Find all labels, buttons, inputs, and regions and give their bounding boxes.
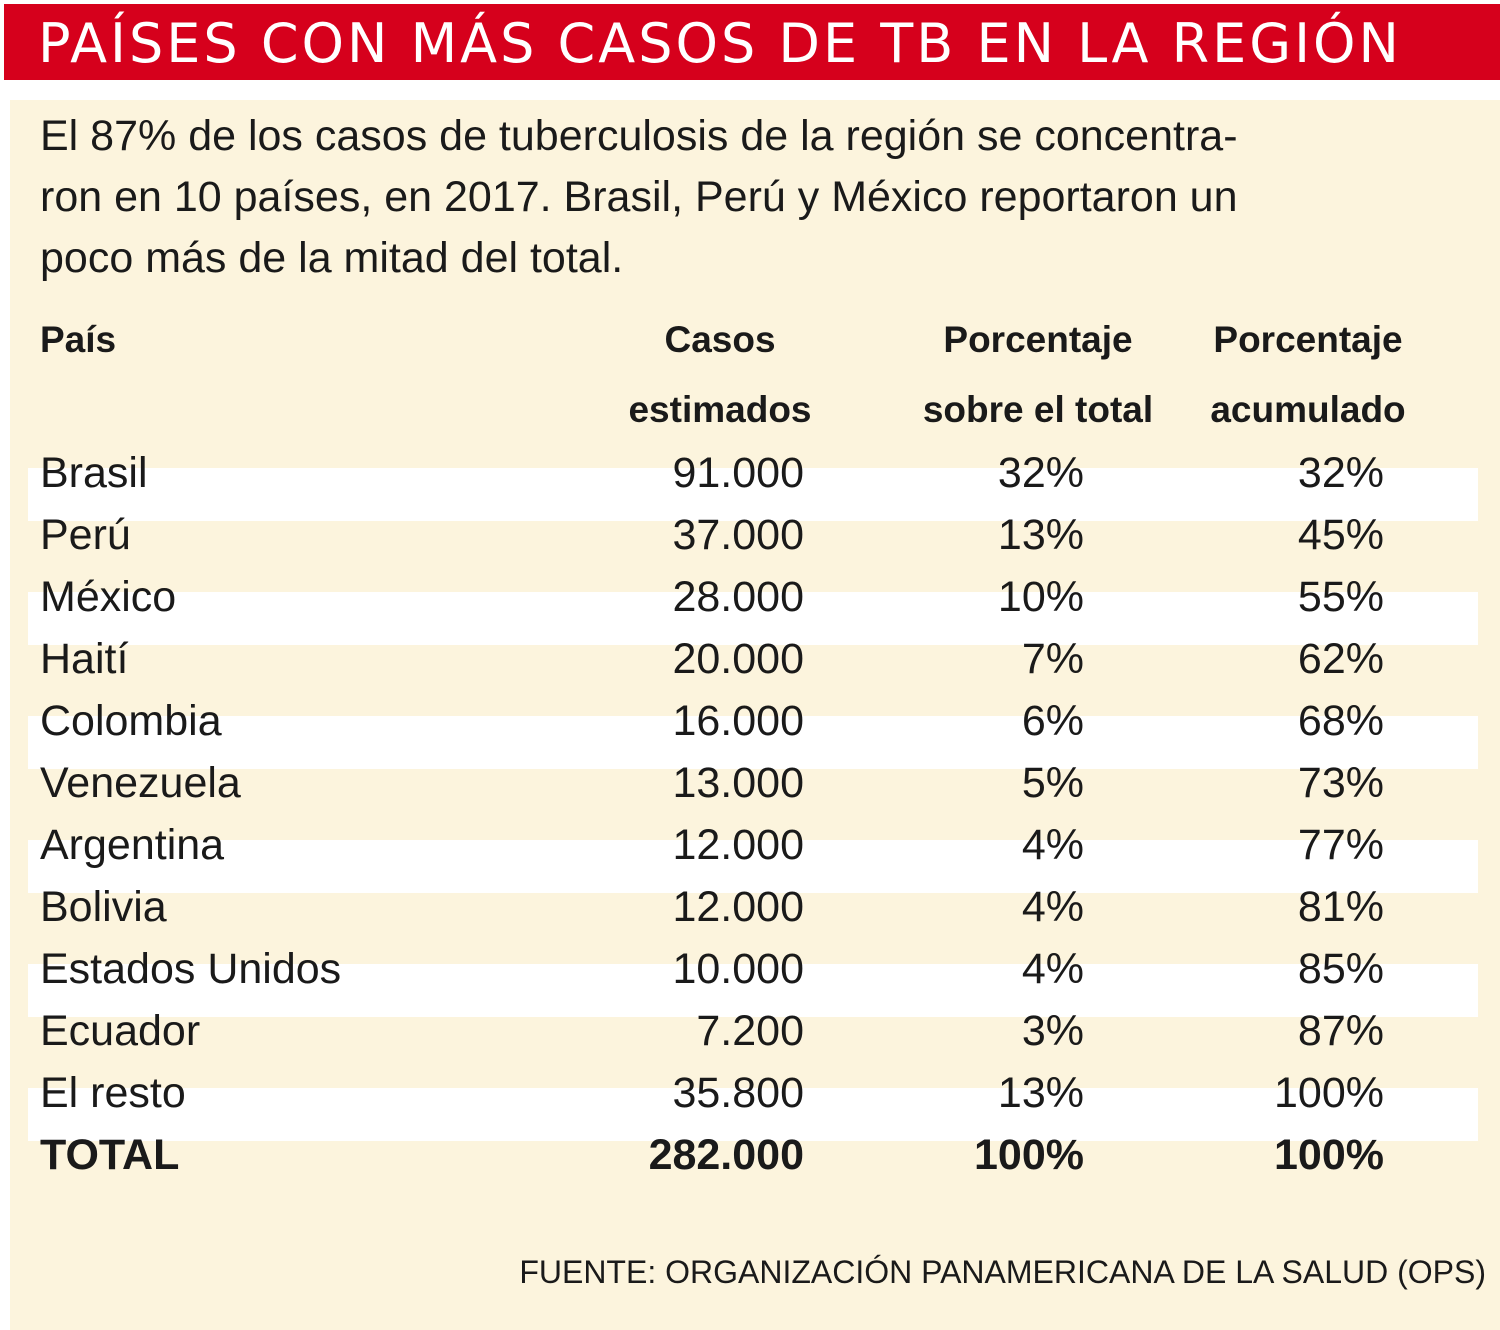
intro-line: ron en 10 países, en 2017. Brasil, Perú …: [40, 173, 1238, 221]
cell-country: Estados Unidos: [40, 945, 342, 993]
cell-country: Argentina: [40, 821, 225, 869]
cell-cumulative: 85%: [1297, 945, 1384, 993]
cell-cases: 91.000: [672, 449, 804, 497]
header-pct-line1: Porcentaje: [943, 319, 1133, 360]
cell-cases: 35.800: [672, 1069, 804, 1117]
cell-country: Ecuador: [40, 1007, 201, 1055]
cell-country: México: [40, 573, 177, 621]
cell-cumulative: 45%: [1297, 511, 1384, 559]
cell-cases: 16.000: [672, 697, 804, 745]
cell-percent: 13%: [997, 511, 1084, 559]
cell-country: Haití: [40, 635, 129, 683]
cell-cumulative: 77%: [1297, 821, 1384, 869]
cell-cumulative: 68%: [1297, 697, 1384, 745]
cell-percent: 3%: [1021, 1007, 1084, 1055]
cell-country: Venezuela: [40, 759, 241, 807]
cell-country: Brasil: [40, 449, 148, 497]
cell-percent: 100%: [974, 1131, 1084, 1179]
intro-line: El 87% de los casos de tuberculosis de l…: [40, 112, 1238, 160]
row-stripe: [28, 716, 1478, 769]
cell-cumulative: 81%: [1297, 883, 1384, 931]
cell-percent: 10%: [997, 573, 1084, 621]
row-stripe: [28, 964, 1478, 1017]
cell-cases: 12.000: [672, 883, 804, 931]
header-acc-line2: acumulado: [1210, 389, 1406, 430]
cell-percent: 7%: [1021, 635, 1084, 683]
header-cases-line1: Casos: [664, 319, 776, 360]
cell-cases: 13.000: [672, 759, 804, 807]
cell-cases: 20.000: [672, 635, 804, 683]
cell-percent: 4%: [1021, 821, 1084, 869]
cell-cases: 37.000: [672, 511, 804, 559]
cell-country: El resto: [40, 1069, 186, 1117]
intro-text: El 87% de los casos de tuberculosis de l…: [40, 106, 1460, 289]
title-banner: PAÍSES CON MÁS CASOS DE TB EN LA REGIÓN: [4, 4, 1500, 80]
cell-percent: 4%: [1021, 945, 1084, 993]
cell-cumulative: 87%: [1297, 1007, 1384, 1055]
row-stripe: [28, 1088, 1478, 1141]
row-stripe: [28, 840, 1478, 893]
content-panel: El 87% de los casos de tuberculosis de l…: [10, 100, 1500, 1330]
cell-percent: 32%: [997, 449, 1084, 497]
cell-country: Perú: [40, 511, 131, 559]
cell-cumulative: 62%: [1297, 635, 1384, 683]
intro-line: poco más de la mitad del total.: [40, 234, 624, 282]
cell-percent: 13%: [997, 1069, 1084, 1117]
row-stripe: [28, 468, 1478, 521]
cell-cases: 282.000: [648, 1131, 804, 1179]
cell-cumulative: 100%: [1274, 1069, 1384, 1117]
header-pct-line2: sobre el total: [922, 389, 1154, 430]
cell-cases: 10.000: [672, 945, 804, 993]
cell-cases: 12.000: [672, 821, 804, 869]
source-credit: FUENTE: ORGANIZACIÓN PANAMERICANA DE LA …: [519, 1254, 1486, 1290]
cell-cumulative: 100%: [1274, 1131, 1384, 1179]
cell-cases: 28.000: [672, 573, 804, 621]
cell-cumulative: 32%: [1297, 449, 1384, 497]
page-title: PAÍSES CON MÁS CASOS DE TB EN LA REGIÓN: [38, 12, 1402, 75]
cell-country: TOTAL: [40, 1131, 180, 1179]
cell-country: Colombia: [40, 697, 222, 745]
cell-cumulative: 55%: [1297, 573, 1384, 621]
header-acc-line1: Porcentaje: [1213, 319, 1403, 360]
cell-percent: 6%: [1021, 697, 1084, 745]
header-cases-line2: estimados: [628, 389, 812, 430]
header-country: País: [40, 319, 117, 360]
row-stripe: [28, 592, 1478, 645]
cell-percent: 4%: [1021, 883, 1084, 931]
cell-percent: 5%: [1021, 759, 1084, 807]
cell-cases: 7.200: [696, 1007, 804, 1055]
cell-cumulative: 73%: [1297, 759, 1384, 807]
cell-country: Bolivia: [40, 883, 167, 931]
